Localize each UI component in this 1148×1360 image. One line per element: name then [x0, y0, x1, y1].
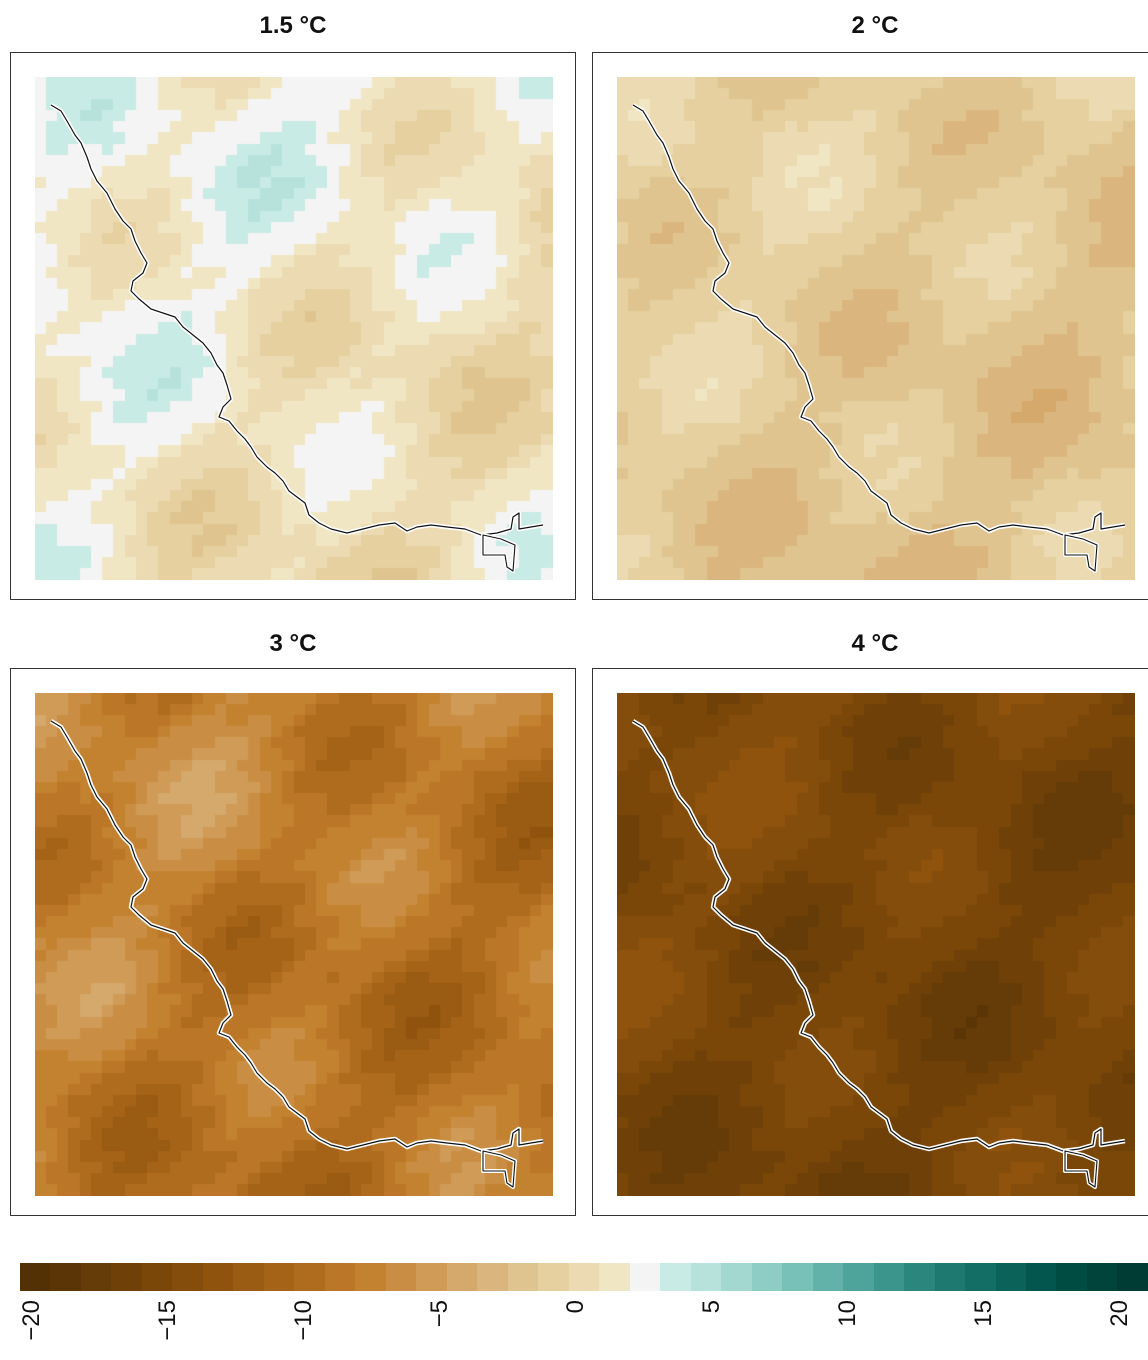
colorbar-swatch — [751, 1263, 783, 1291]
colorbar-swatch — [904, 1263, 935, 1291]
boundary-line — [632, 104, 1126, 536]
colorbar-swatch — [80, 1263, 112, 1291]
colorbar-swatch — [1117, 1263, 1148, 1291]
colorbar-swatch — [568, 1263, 600, 1291]
colorbar-swatch — [660, 1263, 691, 1291]
boundary-line — [1063, 533, 1099, 573]
boundary-line — [482, 1150, 516, 1188]
panel-title-1: 1.5 °C — [259, 12, 327, 39]
colorbar-swatch — [995, 1263, 1026, 1291]
colorbar-swatch — [446, 1263, 478, 1291]
colorbar-legend — [20, 1263, 1148, 1291]
colorbar-swatch — [690, 1263, 722, 1291]
boundary-line — [1063, 1149, 1099, 1189]
boundary-line — [1064, 1150, 1098, 1188]
panel-title-2: 2 °C — [851, 12, 899, 39]
colorbar-swatch — [141, 1263, 173, 1291]
boundary-line — [481, 1149, 517, 1189]
map-panel-2 — [592, 52, 1148, 600]
colorbar-swatch — [934, 1263, 966, 1291]
colorbar-swatch — [507, 1263, 539, 1291]
colorbar-tick-label: 10 — [834, 1300, 861, 1327]
boundary-line — [632, 720, 1126, 1152]
boundary-outline-4 — [631, 719, 1126, 1189]
boundary-outline-3 — [49, 719, 544, 1189]
boundary-line — [50, 720, 544, 1152]
colorbar-tick-label: −20 — [18, 1300, 45, 1341]
boundary-line — [49, 103, 544, 538]
panel-title-3: 3 °C — [269, 630, 317, 657]
colorbar-swatch — [1086, 1263, 1118, 1291]
colorbar-swatch — [1056, 1263, 1087, 1291]
colorbar-swatch — [172, 1263, 203, 1291]
colorbar-swatch — [782, 1263, 813, 1291]
colorbar-swatch — [50, 1263, 81, 1291]
colorbar-swatch — [721, 1263, 752, 1291]
boundary-outline-1 — [49, 103, 544, 573]
colorbar-swatch — [965, 1263, 996, 1291]
colorbar-swatch — [20, 1263, 51, 1291]
map-panel-3 — [10, 668, 576, 1216]
colorbar-swatch — [263, 1263, 295, 1291]
colorbar-swatch — [629, 1263, 661, 1291]
colorbar-swatch — [294, 1263, 325, 1291]
boundary-line — [49, 719, 544, 1154]
colorbar-swatch — [111, 1263, 142, 1291]
colorbar-swatch — [355, 1263, 386, 1291]
colorbar-swatch — [324, 1263, 356, 1291]
colorbar-swatch — [812, 1263, 844, 1291]
colorbar-swatch — [385, 1263, 417, 1291]
boundary-line — [50, 104, 544, 536]
colorbar-tick-label: −10 — [290, 1300, 317, 1341]
colorbar-swatch — [233, 1263, 264, 1291]
map-area-4 — [617, 693, 1135, 1196]
colorbar-swatch — [477, 1263, 508, 1291]
colorbar-swatch — [599, 1263, 630, 1291]
map-panel-4 — [592, 668, 1148, 1216]
colorbar-tick-label: 15 — [970, 1300, 997, 1327]
boundary-line — [631, 103, 1126, 538]
colorbar-tick-label: 20 — [1106, 1300, 1133, 1327]
boundary-line — [481, 533, 517, 573]
map-area-3 — [35, 693, 553, 1196]
colorbar-swatch — [1025, 1263, 1057, 1291]
colorbar-swatch — [202, 1263, 234, 1291]
colorbar-swatch — [538, 1263, 569, 1291]
panel-title-4: 4 °C — [851, 630, 899, 657]
colorbar-swatch — [843, 1263, 874, 1291]
boundary-outline-2 — [631, 103, 1126, 573]
colorbar-swatch — [873, 1263, 905, 1291]
map-area-1 — [35, 77, 553, 580]
colorbar-tick-label: 5 — [698, 1300, 725, 1314]
map-panel-1 — [10, 52, 576, 600]
colorbar-tick-label: 0 — [562, 1300, 589, 1314]
colorbar-swatch — [416, 1263, 447, 1291]
boundary-line — [631, 719, 1126, 1154]
boundary-line — [1064, 534, 1098, 572]
boundary-line — [482, 534, 516, 572]
map-area-2 — [617, 77, 1135, 580]
colorbar-tick-label: −5 — [426, 1300, 453, 1328]
colorbar-tick-label: −15 — [154, 1300, 181, 1341]
